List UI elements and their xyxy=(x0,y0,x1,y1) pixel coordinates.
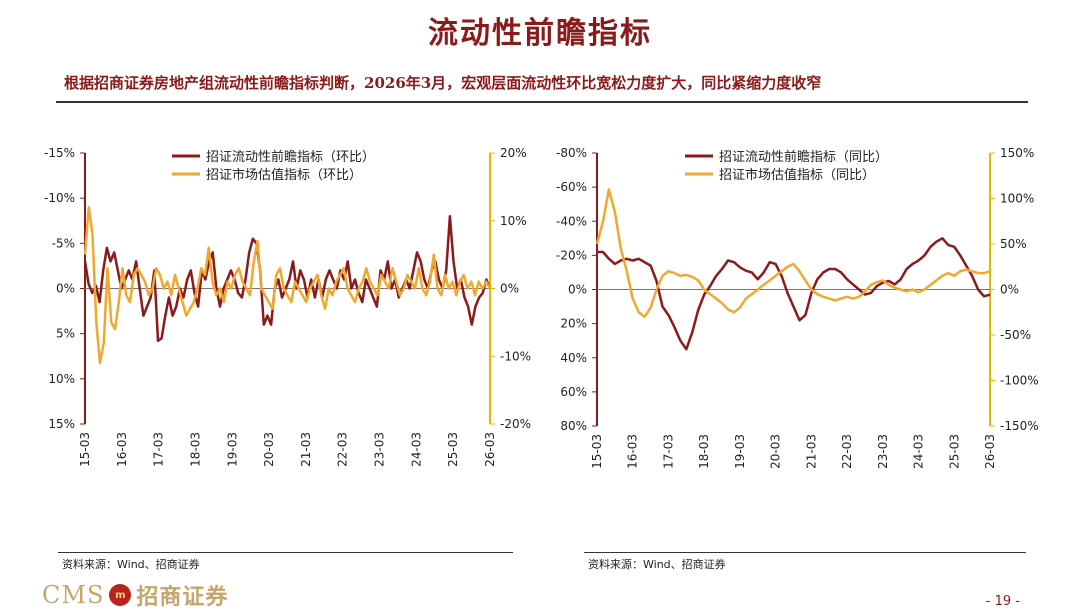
left-tick-label: -5% xyxy=(52,236,75,250)
x-tick-label: 22-03 xyxy=(336,432,350,467)
source-note-right: 资料来源：Wind、招商证券 xyxy=(588,558,726,571)
x-tick-label: 24-03 xyxy=(409,432,423,467)
x-tick-label: 20-03 xyxy=(262,432,276,467)
right-tick-label: 50% xyxy=(1000,237,1027,251)
legend-label: 招证流动性前瞻指标（环比） xyxy=(206,149,375,165)
left-tick-label: 5% xyxy=(56,327,75,341)
x-tick-label: 25-03 xyxy=(947,434,961,469)
logo-badge-icon: m xyxy=(109,584,132,606)
x-tick-label: 21-03 xyxy=(299,432,313,467)
series-valuation-line xyxy=(83,205,492,365)
left-tick-label: -40% xyxy=(556,214,587,228)
right-tick-label: -150% xyxy=(1000,419,1039,433)
right-tick-label: 20% xyxy=(500,146,527,160)
page-subtitle: 根据招商证券房地产组流动性前瞻指标判断，2026年3月，宏观层面流动性环比宽松力… xyxy=(64,74,822,92)
left-tick-label: -20% xyxy=(556,248,587,262)
left-tick-label: 40% xyxy=(560,351,587,365)
x-tick-label: 17-03 xyxy=(661,434,675,469)
logo-text: CMS xyxy=(42,581,105,609)
x-tick-label: 23-03 xyxy=(876,434,890,469)
legend-label: 招证市场估值指标（同比） xyxy=(719,167,875,183)
logo-chinese-name: 招商证券 xyxy=(136,584,229,610)
x-tick-label: 19-03 xyxy=(225,432,239,467)
left-tick-label: 20% xyxy=(560,317,587,331)
x-tick-label: 15-03 xyxy=(590,434,604,469)
left-tick-label: 80% xyxy=(560,419,587,433)
left-tick-label: -80% xyxy=(556,146,587,160)
page-number: - 19 - xyxy=(985,594,1020,609)
legend-label: 招证市场估值指标（环比） xyxy=(206,167,362,183)
page-title: 流动性前瞻指标 xyxy=(428,16,652,51)
x-tick-label: 23-03 xyxy=(373,432,387,467)
series-valuation-line xyxy=(595,188,991,319)
left-tick-label: 15% xyxy=(48,417,75,431)
chart-yoy: -80% -60% -40% -20% 0% 20% 40% 60% 80% 150% 100% 50… xyxy=(556,146,1039,469)
x-tick-label: 16-03 xyxy=(626,434,640,469)
x-tick-label: 26-03 xyxy=(983,434,997,469)
x-tick-label: 20-03 xyxy=(769,434,783,469)
left-tick-label: -15% xyxy=(44,146,75,160)
series-liquidity-line xyxy=(597,237,991,351)
x-tick-label: 18-03 xyxy=(697,434,711,469)
left-tick-label: -10% xyxy=(44,191,75,205)
left-tick-label: 60% xyxy=(560,385,587,399)
source-divider-left xyxy=(58,552,513,553)
left-tick-label: 10% xyxy=(48,372,75,386)
right-tick-label: -10% xyxy=(500,349,531,363)
right-tick-label: 0% xyxy=(1000,283,1019,297)
header-divider xyxy=(56,101,1028,103)
right-tick-label: -20% xyxy=(500,417,531,431)
x-tick-label: 16-03 xyxy=(115,432,129,467)
source-divider-right xyxy=(584,552,1026,553)
right-tick-label: 10% xyxy=(500,214,527,228)
right-tick-label: 150% xyxy=(1000,146,1034,160)
right-tick-label: -100% xyxy=(1000,374,1039,388)
x-tick-label: 25-03 xyxy=(446,432,460,467)
left-tick-label: -60% xyxy=(556,180,587,194)
x-tick-label: 22-03 xyxy=(840,434,854,469)
x-tick-label: 15-03 xyxy=(78,432,92,467)
x-tick-label: 17-03 xyxy=(152,432,166,467)
left-tick-label: 0% xyxy=(568,283,587,297)
x-tick-label: 21-03 xyxy=(804,434,818,469)
chart-mom: -15% -10% -5% 0% 5% 10% 15% 20% 10% 0% -10% -20% 15-… xyxy=(44,146,531,467)
x-tick-label: 19-03 xyxy=(733,434,747,469)
left-tick-label: 0% xyxy=(56,282,75,296)
x-tick-label: 24-03 xyxy=(912,434,926,469)
x-tick-label: 26-03 xyxy=(483,432,497,467)
x-tick-label: 18-03 xyxy=(188,432,202,467)
legend-label: 招证流动性前瞻指标（同比） xyxy=(719,149,888,165)
right-tick-label: 0% xyxy=(500,282,519,296)
company-logo: CMS m 招商证券 xyxy=(42,580,228,610)
right-tick-label: -50% xyxy=(1000,328,1031,342)
right-tick-label: 100% xyxy=(1000,192,1034,206)
source-note-left: 资料来源：Wind、招商证券 xyxy=(62,558,200,571)
